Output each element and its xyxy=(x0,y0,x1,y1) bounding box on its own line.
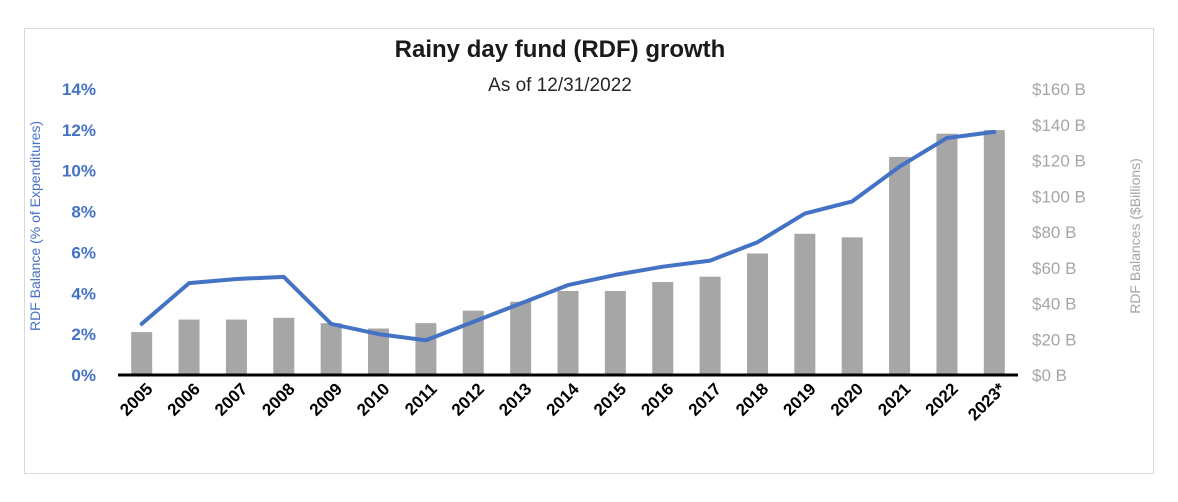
bar-2005 xyxy=(131,332,153,375)
x-tick-label: 2006 xyxy=(164,379,204,419)
right-tick-label: $20 B xyxy=(1032,330,1076,349)
bar-2021 xyxy=(889,156,911,375)
right-tick-label: $40 B xyxy=(1032,295,1076,314)
line-point-2023 xyxy=(993,131,995,133)
line-point-2008 xyxy=(283,276,285,278)
x-tick-label: 2015 xyxy=(590,379,630,419)
x-tick-label: 2014 xyxy=(543,379,584,420)
x-tick-label: 2008 xyxy=(258,379,298,419)
right-tick-label: $160 B xyxy=(1032,80,1086,99)
x-tick-label: 2005 xyxy=(116,379,156,419)
bar-2016 xyxy=(652,282,674,375)
bar-2014 xyxy=(557,290,579,375)
right-tick-label: $80 B xyxy=(1032,223,1076,242)
bar-2013 xyxy=(510,301,532,375)
bar-2010 xyxy=(368,328,390,375)
right-axis-ticks: $0 B $20 B $40 B $60 B $80 B $100 B $120 B $140… xyxy=(1032,80,1086,385)
bar-2019 xyxy=(794,233,816,375)
bar-2020 xyxy=(841,237,863,375)
left-tick-label: 0% xyxy=(71,366,96,385)
bar-2006 xyxy=(178,319,200,375)
chart-frame xyxy=(24,28,1154,474)
left-axis-label: RDF Balance (% of Expenditures) xyxy=(27,121,43,331)
x-tick-label: 2010 xyxy=(353,379,393,419)
chart-subtitle: As of 12/31/2022 xyxy=(488,75,632,96)
bar-2023 xyxy=(983,130,1005,375)
right-tick-label: $140 B xyxy=(1032,116,1086,135)
x-tick-label: 2017 xyxy=(685,379,725,419)
x-tick-label: 2022 xyxy=(922,379,962,419)
bar-2018 xyxy=(746,253,768,375)
bar-2012 xyxy=(462,310,484,375)
line-points xyxy=(141,131,995,341)
line-point-2022 xyxy=(946,137,948,139)
line-point-2017 xyxy=(709,260,711,262)
left-tick-label: 2% xyxy=(71,325,96,344)
right-axis-label: RDF Balances ($Billions) xyxy=(1127,158,1143,314)
line-point-2005 xyxy=(141,323,143,325)
x-tick-label: 2019 xyxy=(779,379,819,419)
bar-2022 xyxy=(936,133,958,375)
left-tick-label: 10% xyxy=(62,162,96,181)
line-point-2015 xyxy=(614,274,616,276)
line-point-2010 xyxy=(378,333,380,335)
right-tick-label: $100 B xyxy=(1032,187,1086,206)
right-tick-label: $0 B xyxy=(1032,366,1067,385)
left-tick-label: 14% xyxy=(62,80,96,99)
chart-title: Rainy day fund (RDF) growth xyxy=(395,36,726,63)
x-tick-label: 2012 xyxy=(448,379,488,419)
x-tick-label: 2023* xyxy=(964,379,1009,424)
line-point-2011 xyxy=(425,339,427,341)
x-tick-label: 2007 xyxy=(211,379,251,419)
line-point-2006 xyxy=(188,282,190,284)
x-tick-label: 2020 xyxy=(827,379,867,419)
line-point-2007 xyxy=(235,278,237,280)
x-tick-label: 2016 xyxy=(637,379,677,419)
line-point-2013 xyxy=(520,303,522,304)
line-point-2009 xyxy=(330,323,332,325)
x-tick-label: 2018 xyxy=(732,379,772,419)
x-tick-label: 2013 xyxy=(495,379,535,419)
line-point-2020 xyxy=(851,200,853,202)
line-point-2021 xyxy=(899,166,901,168)
line-point-2019 xyxy=(804,213,806,215)
bar-2007 xyxy=(225,319,247,375)
left-axis-ticks: 0% 2% 4% 6% 8% 10% 12% 14% xyxy=(62,80,96,385)
line-point-2016 xyxy=(662,266,664,268)
bar-2011 xyxy=(415,323,437,375)
right-tick-label: $60 B xyxy=(1032,259,1076,278)
line-point-2014 xyxy=(567,284,569,286)
x-axis-ticks: 2005 2006 2007 2008 2009 2010 2011 2012 2013 2014… xyxy=(116,379,1009,424)
line-point-2018 xyxy=(756,241,758,243)
x-tick-label: 2009 xyxy=(306,379,346,419)
bar-2009 xyxy=(320,323,342,375)
bar-2017 xyxy=(699,276,721,375)
left-tick-label: 12% xyxy=(62,121,96,140)
bar-series xyxy=(131,130,1005,375)
left-tick-label: 4% xyxy=(71,284,96,303)
line-point-2012 xyxy=(472,321,474,323)
bar-2015 xyxy=(604,290,626,375)
x-tick-label: 2021 xyxy=(874,379,914,419)
bar-2008 xyxy=(273,317,295,375)
left-tick-label: 8% xyxy=(71,203,96,222)
x-tick-label: 2011 xyxy=(401,379,441,419)
left-tick-label: 6% xyxy=(71,243,96,262)
right-tick-label: $120 B xyxy=(1032,152,1086,171)
